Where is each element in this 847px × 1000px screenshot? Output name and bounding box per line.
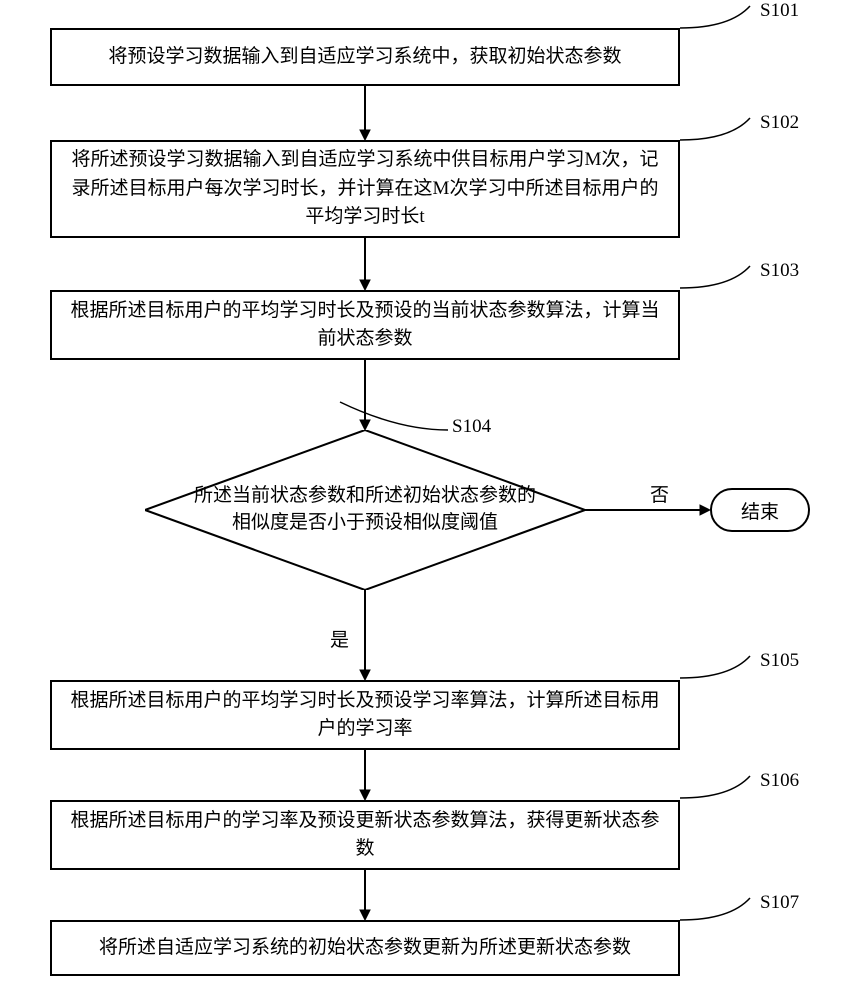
- leader-s104: [338, 400, 448, 440]
- arrow-105-106: [358, 750, 372, 800]
- arrow-101-102: [358, 86, 372, 140]
- decision-s104-text: 所述当前状态参数和所述初始状态参数的相似度是否小于预设相似度阈值: [145, 483, 585, 536]
- terminal-end-text: 结束: [741, 497, 779, 524]
- arrow-104-105: [358, 590, 372, 680]
- label-s101: S101: [760, 0, 799, 22]
- arrow-104-end: [585, 503, 710, 517]
- arrow-103-104: [358, 360, 372, 430]
- arrow-102-103: [358, 238, 372, 290]
- step-s107: 将所述自适应学习系统的初始状态参数更新为所述更新状态参数: [50, 920, 680, 976]
- step-s107-text: 将所述自适应学习系统的初始状态参数更新为所述更新状态参数: [99, 934, 631, 963]
- decision-s104: 所述当前状态参数和所述初始状态参数的相似度是否小于预设相似度阈值: [145, 430, 585, 590]
- step-s105: 根据所述目标用户的平均学习时长及预设学习率算法，计算所述目标用户的学习率: [50, 680, 680, 750]
- branch-no: 否: [650, 480, 669, 507]
- terminal-end: 结束: [710, 488, 810, 532]
- branch-yes: 是: [330, 625, 349, 652]
- label-s102: S102: [760, 112, 799, 134]
- label-s107: S107: [760, 892, 799, 914]
- arrow-106-107: [358, 870, 372, 920]
- label-s106: S106: [760, 770, 799, 792]
- label-s104: S104: [452, 416, 491, 438]
- step-s105-text: 根据所述目标用户的平均学习时长及预设学习率算法，计算所述目标用户的学习率: [64, 687, 666, 744]
- step-s101-text: 将预设学习数据输入到自适应学习系统中，获取初始状态参数: [108, 43, 621, 72]
- step-s102: 将所述预设学习数据输入到自适应学习系统中供目标用户学习M次，记录所述目标用户每次…: [50, 140, 680, 238]
- step-s102-text: 将所述预设学习数据输入到自适应学习系统中供目标用户学习M次，记录所述目标用户每次…: [64, 146, 666, 232]
- step-s103-text: 根据所述目标用户的平均学习时长及预设的当前状态参数算法，计算当前状态参数: [64, 297, 666, 354]
- label-s103: S103: [760, 260, 799, 282]
- label-s105: S105: [760, 650, 799, 672]
- step-s106: 根据所述目标用户的学习率及预设更新状态参数算法，获得更新状态参数: [50, 800, 680, 870]
- step-s103: 根据所述目标用户的平均学习时长及预设的当前状态参数算法，计算当前状态参数: [50, 290, 680, 360]
- step-s101: 将预设学习数据输入到自适应学习系统中，获取初始状态参数: [50, 28, 680, 86]
- step-s106-text: 根据所述目标用户的学习率及预设更新状态参数算法，获得更新状态参数: [64, 807, 666, 864]
